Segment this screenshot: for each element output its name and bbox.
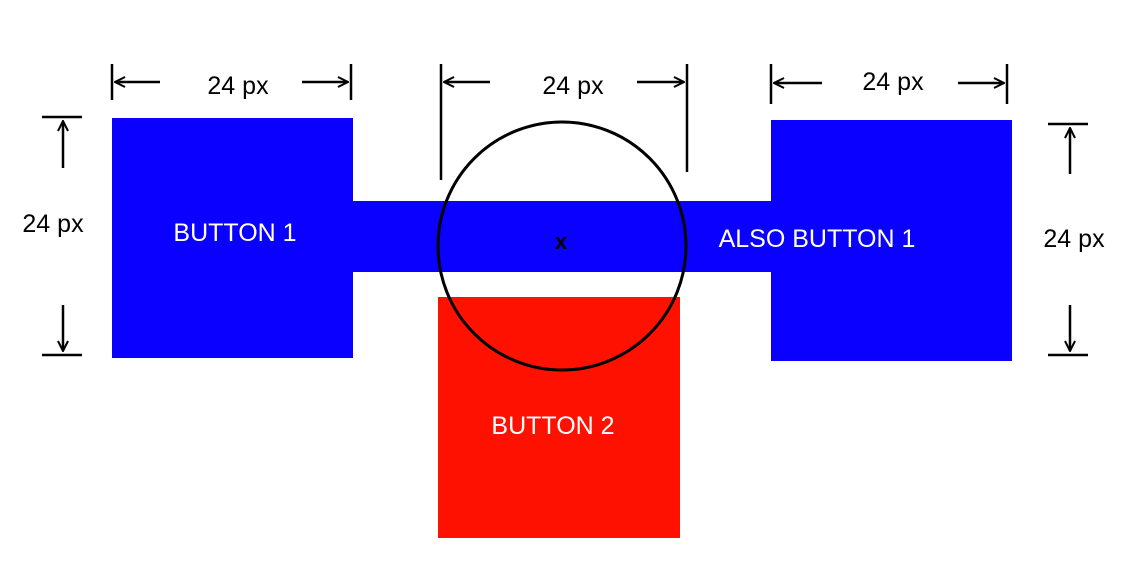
right-height-dimension: 24 px [1043, 122, 1105, 357]
button-1-left-square[interactable] [112, 118, 353, 358]
touch-point-marker: x [555, 229, 568, 254]
button-2-label: BUTTON 2 [491, 412, 614, 440]
button-1-width-dimension: 24 px [110, 64, 353, 100]
also-button-1-label: ALSO BUTTON 1 [719, 225, 916, 253]
ring-width-label: 24 px [542, 72, 604, 100]
button-1-shape[interactable] [112, 118, 1012, 361]
left-height-label: 24 px [22, 210, 84, 238]
touch-target-ring [436, 120, 688, 372]
right-height-label: 24 px [1043, 225, 1105, 253]
ring-width-dimension: 24 px [439, 64, 689, 180]
button-1-right-square[interactable] [771, 120, 1012, 361]
also-button-1-width-label: 24 px [862, 68, 924, 96]
button-1-connector-bar[interactable] [352, 201, 772, 272]
button-1-width-label: 24 px [207, 72, 269, 100]
left-height-dimension: 24 px [22, 115, 84, 357]
button-1-label: BUTTON 1 [173, 219, 296, 247]
also-button-1-width-dimension: 24 px [769, 64, 1009, 104]
